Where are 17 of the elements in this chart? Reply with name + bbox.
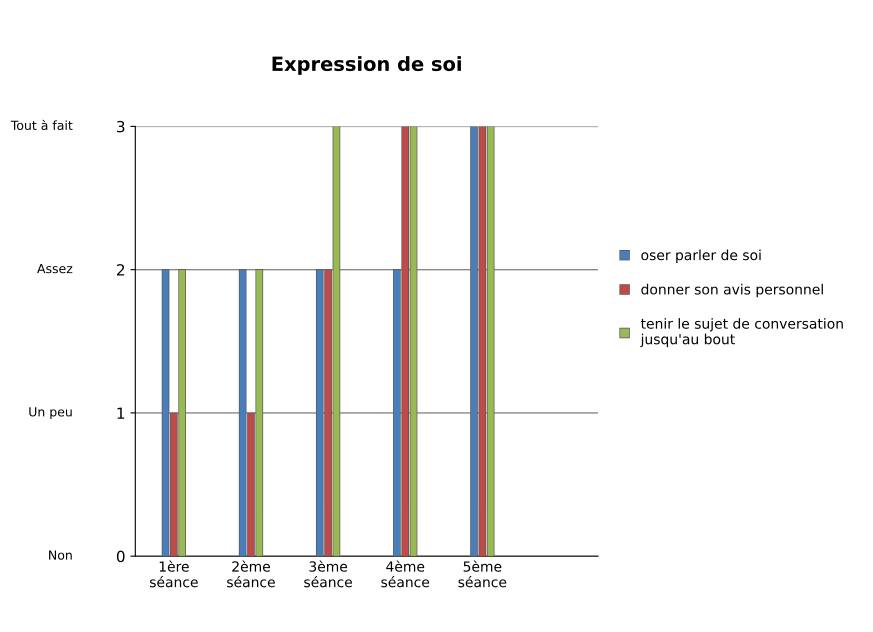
x-tick-label: 4ème séance bbox=[381, 560, 430, 588]
x-tick-label: 1ère séance bbox=[150, 560, 198, 588]
x-tick-label: 3ème séance bbox=[304, 560, 352, 588]
chart-title: Expression de soi bbox=[272, 56, 461, 75]
text: Non bbox=[49, 550, 72, 560]
y-tick-label: 0 bbox=[116, 550, 125, 562]
x-tick-label: 2ème séance bbox=[227, 560, 275, 588]
legend-label: donner son avis personnel bbox=[641, 284, 823, 298]
legend-label: oser parler de soi bbox=[641, 250, 761, 263]
text: Tout à fait bbox=[10, 120, 73, 130]
y-tick-label: 3 bbox=[117, 120, 124, 132]
text: Assez bbox=[37, 264, 72, 274]
y-tick-label: 1 bbox=[118, 408, 124, 419]
x-tick-label: 5ème séance bbox=[458, 560, 506, 588]
text: Un peu bbox=[29, 407, 72, 419]
legend-label: tenir le sujet de conversation jusqu'au bout bbox=[640, 318, 843, 348]
y-tick-label: 2 bbox=[116, 264, 124, 276]
